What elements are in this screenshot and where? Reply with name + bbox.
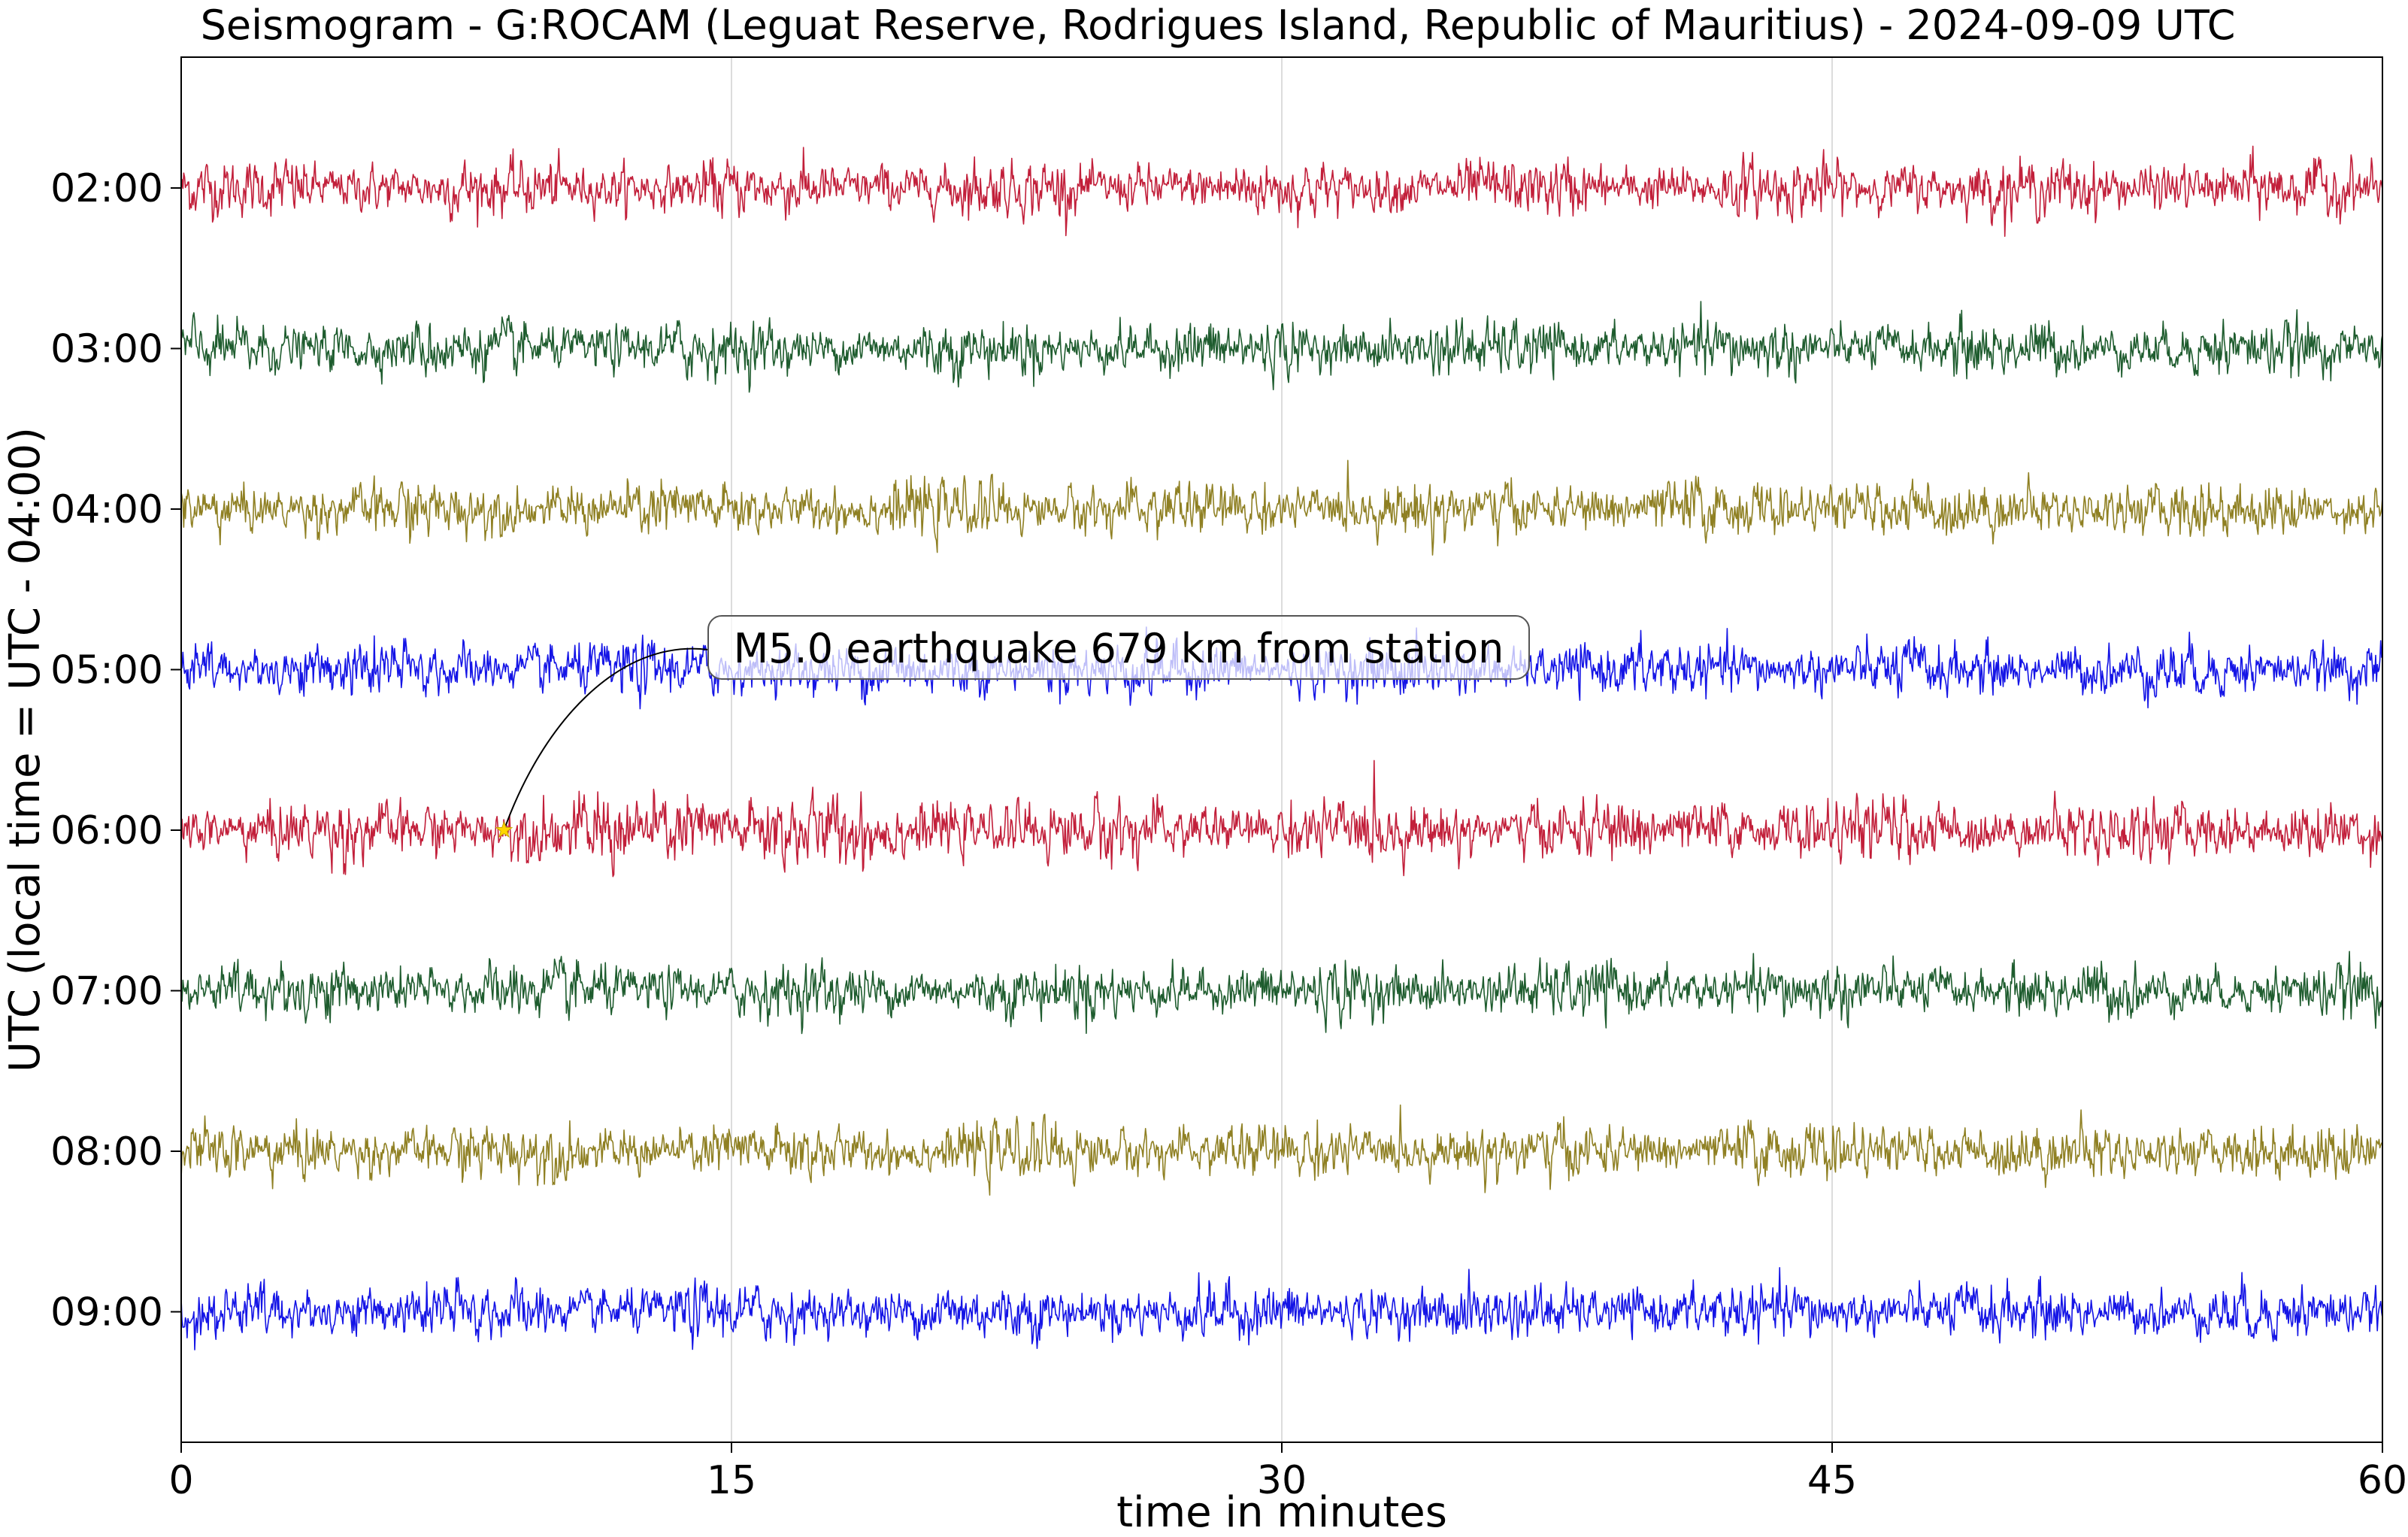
y-tick-label-0700: 07:00 [50,969,163,1014]
x-tick-label-0: 0 [168,1458,193,1503]
trace-0700 [180,950,2383,1035]
grid-lines [731,57,1833,1442]
trace-0900 [180,1267,2383,1351]
x-tick-label-30: 30 [1257,1458,1307,1503]
trace-0200 [180,145,2383,237]
y-tick-label-0900: 09:00 [50,1290,163,1335]
x-tick-label-60: 60 [2358,1458,2407,1503]
chart-title: Seismogram - G:ROCAM (Leguat Reserve, Ro… [201,2,2236,49]
annotation-group: M5.0 earthquake 679 km from station [495,615,1530,838]
earthquake-star-marker [495,820,513,838]
trace-0600 [180,759,2383,878]
x-tick-label-15: 15 [707,1458,756,1503]
trace-0300 [180,301,2383,393]
x-axis-ticks: 0 15 30 45 60 [168,1442,2407,1503]
y-axis-ticks: 02:00 03:00 04:00 05:00 06:00 07:00 08:00 09:00 [50,166,181,1335]
y-tick-label-0600: 06:00 [50,808,163,853]
y-tick-label-0400: 04:00 [50,487,163,532]
y-axis-label: UTC (local time = UTC - 04:00) [1,427,50,1072]
y-tick-label-0500: 05:00 [50,648,163,693]
trace-group [180,145,2383,1351]
y-tick-label-0800: 08:00 [50,1129,163,1175]
trace-0400 [180,459,2383,556]
annotation-connector [503,647,709,831]
x-tick-label-45: 45 [1807,1458,1857,1503]
annotation-box [707,615,1530,680]
y-tick-label-0300: 03:00 [50,327,163,372]
y-tick-label-0200: 02:00 [50,166,163,211]
trace-0800 [180,1104,2383,1196]
annotation-text: M5.0 earthquake 679 km from station [734,625,1504,672]
x-axis-label: time in minutes [1116,1488,1447,1537]
